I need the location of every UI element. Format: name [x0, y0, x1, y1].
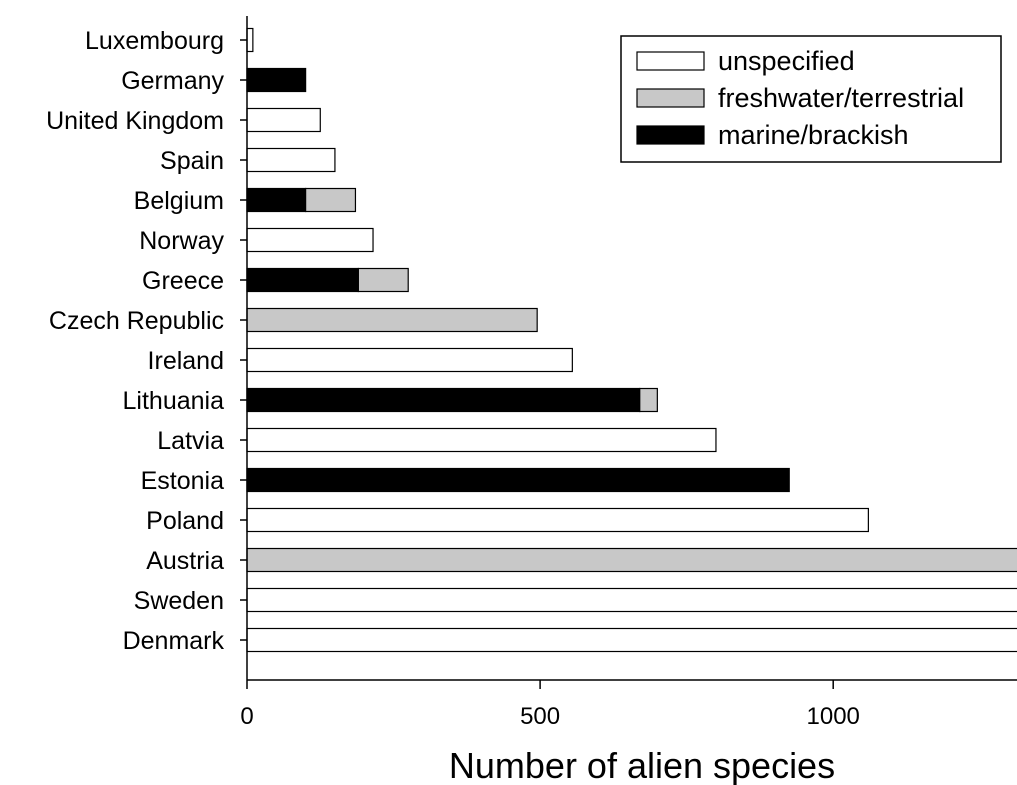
x-ticks-group: 05001000150020002500	[240, 680, 860, 730]
bar-greece-marine-brackish	[246, 267, 359, 293]
legend-label-freshwater-terrestrial: freshwater/terrestrial	[718, 83, 964, 113]
x-axis-title: Number of alien species	[449, 745, 835, 785]
bar-latvia-unspecified	[246, 427, 717, 453]
legend-label-unspecified: unspecified	[718, 46, 855, 76]
legend-label-marine-brackish: marine/brackish	[718, 120, 909, 150]
y-tick-label-ireland: Ireland	[148, 347, 224, 375]
legend-swatch-marine-brackish	[636, 125, 705, 145]
legend: unspecified freshwater/terrestrial marine/…	[620, 35, 1002, 163]
y-tick-label-poland: Poland	[146, 507, 224, 535]
x-tick-label-500: 500	[520, 703, 560, 730]
bar-denmark-unspecified	[246, 627, 1017, 653]
y-tick-label-sweden: Sweden	[134, 587, 224, 615]
legend-swatch-freshwater-terrestrial	[636, 88, 705, 108]
y-tick-label-belgium: Belgium	[134, 187, 224, 215]
bar-austria-freshwater-terrestrial	[246, 547, 1017, 573]
y-tick-label-greece: Greece	[142, 267, 224, 295]
y-tick-label-lithuania: Lithuania	[123, 387, 225, 415]
bar-sweden-unspecified	[246, 587, 1017, 613]
y-tick-label-luxembourg: Luxembourg	[85, 27, 224, 55]
bar-lithuania-freshwater-terrestrial	[639, 387, 658, 413]
legend-swatch-unspecified	[636, 51, 705, 71]
bar-norway-unspecified	[246, 227, 374, 253]
y-tick-label-norway: Norway	[139, 227, 224, 255]
bar-united-kingdom-unspecified	[246, 107, 321, 133]
bar-germany-marine-brackish	[246, 67, 307, 93]
bars-group	[246, 27, 1017, 653]
bar-lithuania-marine-brackish	[246, 387, 641, 413]
bar-belgium-freshwater-terrestrial	[305, 187, 357, 213]
y-ticks-group: Luxembourg Germany United Kingdom Spain Belg…	[46, 27, 247, 655]
bar-luxembourg-unspecified	[246, 27, 254, 53]
bar-ireland-unspecified	[246, 347, 573, 373]
x-tick-label-1000: 1000	[807, 703, 860, 730]
bar-czech-republic-freshwater-terrestrial	[246, 307, 538, 333]
x-tick-label-0: 0	[240, 703, 253, 730]
bar-spain-unspecified	[246, 147, 336, 173]
y-tick-label-austria: Austria	[146, 547, 224, 575]
y-tick-label-denmark: Denmark	[123, 627, 225, 655]
y-tick-label-czech-republic: Czech Republic	[49, 307, 224, 335]
bar-poland-unspecified	[246, 507, 869, 533]
y-tick-label-germany: Germany	[121, 67, 224, 95]
y-tick-label-united-kingdom: United Kingdom	[46, 107, 224, 135]
bar-belgium-marine-brackish	[246, 187, 307, 213]
bar-estonia-marine-brackish	[246, 467, 790, 493]
bar-greece-freshwater-terrestrial	[357, 267, 409, 293]
y-tick-label-estonia: Estonia	[141, 467, 224, 495]
y-tick-label-latvia: Latvia	[157, 427, 224, 455]
y-tick-label-spain: Spain	[160, 147, 224, 175]
